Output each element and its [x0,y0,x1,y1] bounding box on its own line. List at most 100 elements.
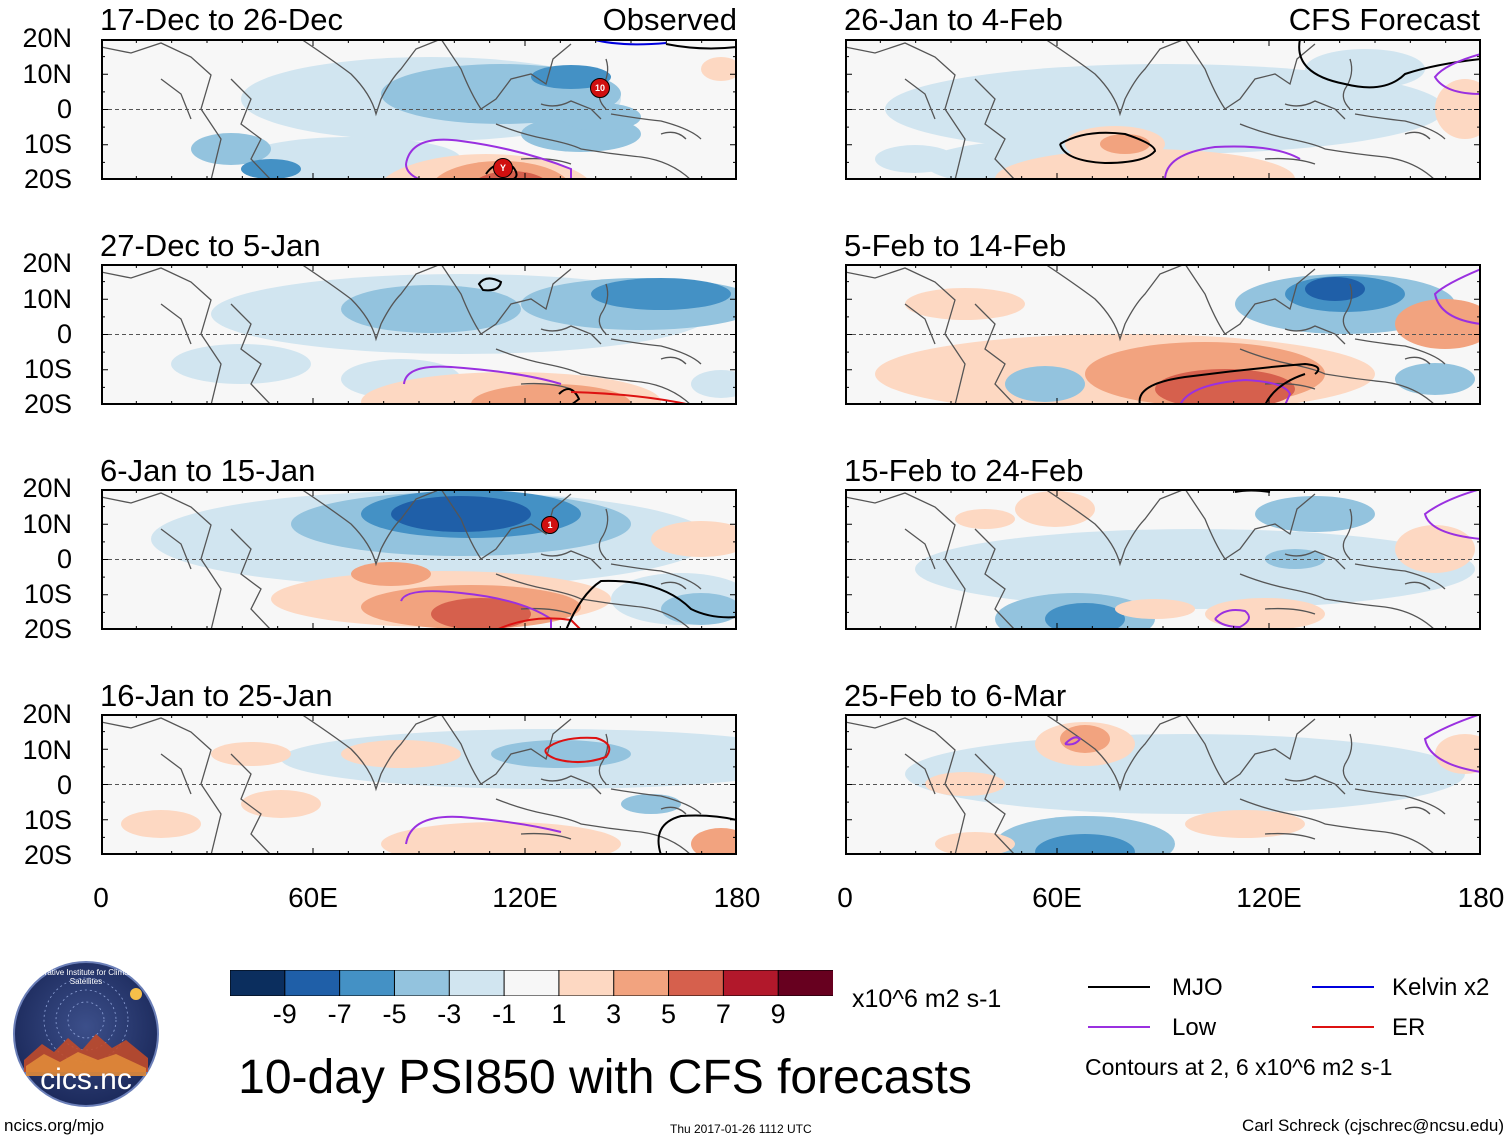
map-frame [101,39,737,180]
map-canvas [101,714,737,855]
coastline [101,492,222,630]
coastline [598,508,609,560]
lat-label: 20N [22,248,72,278]
coastline [610,788,702,815]
lat-label: 20N [22,23,72,53]
map-canvas [101,489,737,630]
wave-contour [1059,131,1157,165]
colorbar-tick-label: -1 [492,999,517,1029]
coastline [974,303,1016,405]
coastline [1324,598,1436,630]
colorbar-swatch [229,969,286,997]
coastline [230,528,272,630]
legend-swatch-mjo [1088,986,1150,988]
lon-label: 0 [837,882,853,913]
colorbar-tick-label: 1 [551,999,567,1029]
panel-title-6: 5-Feb to 14-Feb [844,228,1067,263]
coastline [520,607,572,615]
coastline [580,148,692,180]
map-frame [101,489,737,630]
wave-contour [1433,53,1481,95]
observed-label: Observed [602,2,737,37]
legend-label-low: Low [1172,1014,1217,1041]
coastline [101,717,222,855]
coastline [520,157,572,165]
coastline [1044,39,1186,117]
coastline [300,39,442,117]
lat-label: 20N [22,473,72,503]
coastline [230,753,272,855]
wave-contour [565,579,737,630]
wave-contour [400,590,552,630]
coastline [904,753,936,795]
anomaly-shading [1205,598,1325,630]
coastline [1354,338,1446,365]
legend-swatch-er [1312,1026,1374,1028]
coastline [300,489,442,567]
colorbar-tick-label: -5 [382,999,407,1029]
lat-label: 0 [56,94,72,124]
lat-label: 0 [56,770,72,800]
wave-contour [1164,145,1301,180]
coastline [1044,714,1186,792]
coastline [230,78,272,180]
colorbar-tick-label: -3 [437,999,462,1029]
coastline [440,264,572,335]
coastline [610,563,702,590]
anomaly-shading [351,562,431,586]
lat-label: 10N [22,59,72,89]
coastline [1404,806,1431,815]
legend-label-mjo: MJO [1172,974,1223,1001]
anomaly-shading [391,496,531,532]
coastline [610,338,702,365]
colorbar [229,969,834,997]
logo-text: cics.nc [40,1063,132,1096]
coastline [300,714,442,792]
map-panel-4 [101,714,737,855]
anomaly-shading [1115,599,1195,619]
coastline [580,373,692,405]
map-panel-3 [101,489,737,630]
anomaly-shading [935,832,1015,855]
lat-label: 10N [22,735,72,765]
coastline [440,39,572,110]
coastline [845,267,966,405]
map-canvas [845,489,1481,630]
lat-label: 0 [56,319,72,349]
lat-label: 10S [23,129,72,159]
wave-contour [405,138,572,180]
anomaly-shading [211,742,291,766]
coastline [495,123,582,150]
anomaly-shading [1005,366,1085,402]
panel-title-5: 26-Jan to 4-Feb [844,2,1063,37]
wave-contour [1264,373,1306,405]
anomaly-shading [241,790,321,818]
coastline [974,528,1016,630]
anomaly-shading [1045,603,1125,630]
coastline [1184,39,1316,110]
coastline [440,489,572,560]
map-frame [845,39,1481,180]
lon-label: 120E [492,882,558,913]
anomaly-shading [341,285,521,333]
coastline [660,131,687,140]
anomaly-shading [381,822,621,855]
lat-label: 10N [22,284,72,314]
coastline [1184,489,1316,560]
map-frame [845,264,1481,405]
anomaly-shading [1185,810,1305,838]
coastline [230,303,272,405]
colorbar-swatch [284,969,341,997]
map-panel-2 [101,264,737,405]
coastline [101,42,222,180]
coastline [660,581,687,590]
coastline [1264,832,1316,840]
map-canvas [101,39,737,180]
anomaly-shading [691,828,737,855]
map-canvas [845,264,1481,405]
coastline [845,492,966,630]
colorbar-swatch [613,969,670,997]
logo-ring-text: Cooperative Institute for Climate and Sa… [21,968,151,986]
coastline [520,832,572,840]
coastline [1284,325,1346,345]
